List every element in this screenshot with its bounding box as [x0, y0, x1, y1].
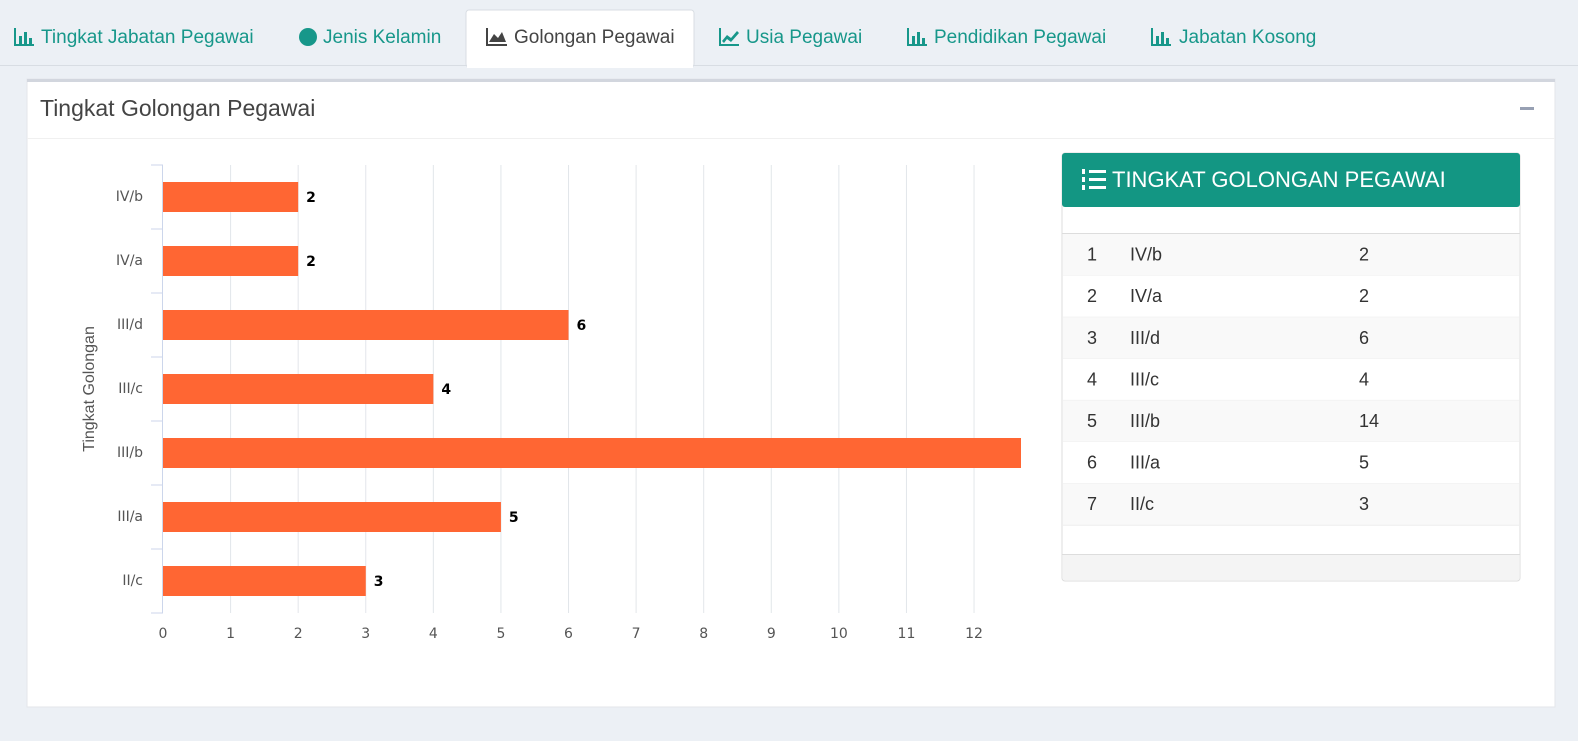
value-label: 2 [306, 190, 316, 206]
table-box: TINGKAT GOLONGAN PEGAWAI 1 IV/b 2 2 IV/a 2 3 II… [1061, 152, 1521, 582]
table-cell: III/b [1130, 411, 1160, 431]
chart: Tingkat Golongan 01234567891011122264145… [81, 164, 1021, 642]
y-tick-label: IV/a [116, 253, 143, 269]
bar [163, 566, 366, 596]
tab[interactable]: Tingkat Jabatan Pegawai [41, 27, 254, 48]
value-label: 5 [509, 510, 519, 526]
x-tick-label: 6 [564, 626, 573, 642]
x-tick-label: 9 [767, 626, 776, 642]
table-cell: 7 [1087, 494, 1097, 514]
tab[interactable]: Jabatan Kosong [1179, 27, 1316, 48]
active-tab-cover [467, 60, 693, 68]
x-tick-label: 12 [965, 626, 983, 642]
y-tick-label: IV/b [116, 189, 143, 205]
x-tick-label: 5 [496, 626, 505, 642]
x-tick-label: 2 [294, 626, 303, 642]
table-cell: 1 [1087, 245, 1097, 265]
table-cell: II/c [1130, 494, 1154, 514]
x-tick-label: 7 [632, 626, 641, 642]
y-tick-label: II/c [122, 573, 143, 589]
table-cell: IV/a [1130, 286, 1163, 306]
table-cell: 6 [1359, 328, 1369, 348]
y-axis-title: Tingkat Golongan [81, 326, 98, 452]
x-tick-label: 1 [226, 626, 235, 642]
table-footer [1063, 555, 1519, 580]
panel-top-border [27, 79, 1555, 82]
bar [163, 182, 299, 212]
value-label: 6 [577, 318, 587, 334]
table-cell: 2 [1359, 286, 1369, 306]
table-cell: 5 [1359, 453, 1369, 473]
tab-icon-active [486, 28, 507, 46]
table-cell: 3 [1359, 494, 1369, 514]
tab[interactable]: Golongan Pegawai [514, 27, 675, 48]
bar [163, 310, 569, 340]
y-tick-label: III/b [117, 445, 143, 461]
list-icon [1082, 169, 1106, 190]
bar [163, 502, 501, 532]
table-row [1063, 358, 1519, 401]
x-tick-label: 10 [830, 626, 848, 642]
y-tick-label: III/a [117, 509, 143, 525]
table-cell: 3 [1087, 328, 1097, 348]
table-cell: III/c [1130, 369, 1159, 389]
value-label: 4 [441, 382, 451, 398]
x-tick-label: 0 [159, 626, 168, 642]
panel-title: Tingkat Golongan Pegawai [40, 95, 315, 121]
table-row [1063, 275, 1519, 318]
table-cell: IV/b [1130, 245, 1162, 265]
table-cell: 2 [1087, 286, 1097, 306]
tab[interactable]: Jenis Kelamin [323, 27, 441, 48]
tab[interactable]: Usia Pegawai [746, 27, 862, 48]
plot-area: 22641453 [163, 182, 1021, 596]
y-tick-label: III/d [117, 317, 143, 333]
table-cell: III/a [1130, 453, 1161, 473]
x-tick-label: 8 [699, 626, 708, 642]
table-cell: 4 [1359, 369, 1369, 389]
table-row [1063, 234, 1519, 276]
table-header-bg [1062, 153, 1520, 207]
collapse-button[interactable] [1520, 107, 1534, 110]
table-title: TINGKAT GOLONGAN PEGAWAI [1112, 167, 1446, 192]
tab[interactable]: Pendidikan Pegawai [934, 27, 1106, 48]
x-tick-label: 4 [429, 626, 438, 642]
bar [163, 438, 1021, 468]
value-label: 3 [374, 574, 384, 590]
x-tick-label: 11 [898, 626, 916, 642]
table-row [1063, 317, 1519, 359]
value-label: 2 [306, 254, 316, 270]
table-cell: 6 [1087, 453, 1097, 473]
table-row [1063, 400, 1519, 442]
table-cell: 2 [1359, 245, 1369, 265]
bar [163, 246, 299, 276]
table-row [1063, 442, 1519, 484]
table-row [1063, 483, 1519, 526]
table-cell: 4 [1087, 369, 1097, 389]
y-tick-label: III/c [118, 381, 143, 397]
table-cell: 14 [1359, 411, 1379, 431]
table-cell: 5 [1087, 411, 1097, 431]
tab-icons [14, 28, 1171, 46]
bar [163, 374, 434, 404]
x-tick-label: 3 [361, 626, 370, 642]
table-cell: III/d [1130, 328, 1160, 348]
